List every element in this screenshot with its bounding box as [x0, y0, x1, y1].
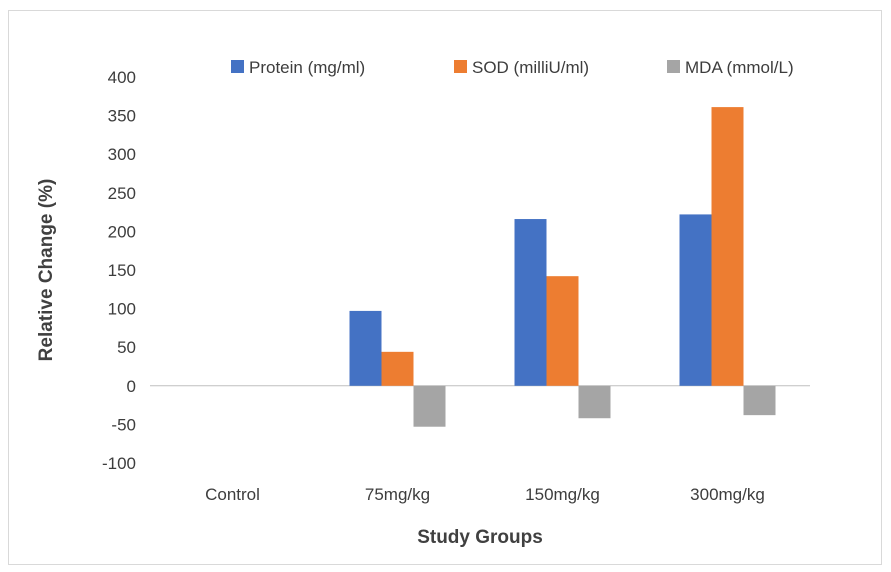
- y-tick-label: 100: [108, 300, 136, 319]
- bar-protein-1: [349, 310, 382, 386]
- bars: [349, 107, 776, 427]
- y-tick-label: 150: [108, 261, 136, 280]
- legend: Protein (mg/ml) SOD (milliU/ml) MDA (mmol/…: [231, 58, 794, 77]
- bar-protein-3: [679, 214, 712, 386]
- legend-label: MDA (mmol/L): [685, 58, 794, 77]
- bar-mda-2: [578, 385, 611, 419]
- bar-sod-1: [381, 351, 414, 386]
- x-axis-title: Study Groups: [417, 527, 543, 548]
- x-tick-label: 75mg/kg: [365, 485, 430, 504]
- x-tick-label: 150mg/kg: [525, 485, 600, 504]
- legend-label: SOD (milliU/ml): [472, 58, 589, 77]
- y-tick-label: 0: [127, 377, 136, 396]
- y-tick-label: -100: [102, 454, 136, 473]
- y-tick-label: 300: [108, 145, 136, 164]
- bar-protein-2: [514, 219, 547, 386]
- x-tick-label: Control: [205, 485, 260, 504]
- x-axis-ticks: Control 75mg/kg 150mg/kg 300mg/kg: [205, 485, 765, 504]
- y-tick-label: 250: [108, 184, 136, 203]
- bar-sod-2: [546, 276, 579, 386]
- legend-swatch: [667, 60, 680, 73]
- legend-label: Protein (mg/ml): [249, 58, 365, 77]
- y-axis-ticks: -100 -50 0 50 100 150 200 250 300 350 400: [102, 68, 136, 473]
- bar-mda-1: [413, 385, 446, 427]
- y-tick-label: -50: [111, 415, 136, 434]
- y-tick-label: 50: [117, 338, 136, 357]
- x-tick-label: 300mg/kg: [690, 485, 765, 504]
- y-tick-label: 350: [108, 107, 136, 126]
- y-axis-title: Relative Change (%): [36, 179, 57, 362]
- legend-swatch: [454, 60, 467, 73]
- bar-mda-3: [743, 385, 776, 416]
- y-tick-label: 400: [108, 68, 136, 87]
- bar-sod-3: [711, 107, 744, 386]
- legend-swatch: [231, 60, 244, 73]
- y-tick-label: 200: [108, 222, 136, 241]
